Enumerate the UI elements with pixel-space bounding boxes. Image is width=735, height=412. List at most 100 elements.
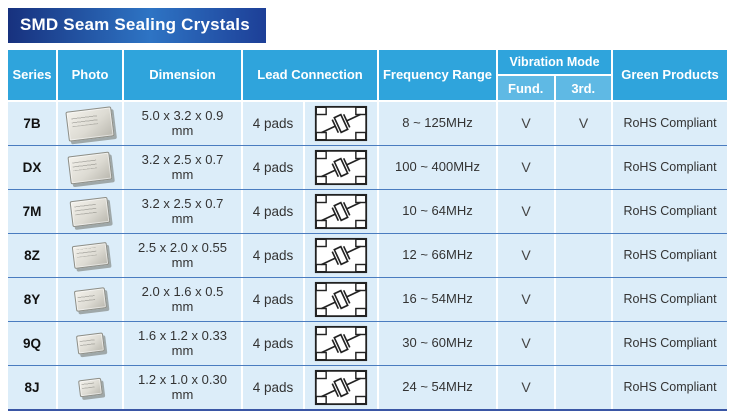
table-header-row: Series Photo Dimension Lead Connection F… xyxy=(8,50,727,100)
header-series: Series xyxy=(8,50,56,100)
dimension-unit: mm xyxy=(171,298,194,314)
crystal-package-photo xyxy=(77,377,103,398)
header-lead-connection: Lead Connection xyxy=(243,50,377,100)
series-cell: 8J xyxy=(8,366,56,409)
header-vibration-mode: Vibration Mode xyxy=(498,50,611,74)
lead-diagram-cell xyxy=(305,190,377,233)
photo-cell xyxy=(58,146,122,189)
frequency-range-cell: 16 ~ 54MHz xyxy=(379,278,496,321)
lead-connection-cell: 4 pads xyxy=(243,102,303,145)
green-products-cell: RoHS Compliant xyxy=(613,366,727,409)
crystal-circuit-icon xyxy=(314,325,368,362)
vibration-fund-cell: V xyxy=(498,146,554,189)
dimension-size: 3.2 x 2.5 x 0.7 xyxy=(141,195,224,211)
dimension-unit: mm xyxy=(171,342,194,358)
frequency-range-cell: 30 ~ 60MHz xyxy=(379,322,496,365)
photo-cell xyxy=(58,190,122,233)
vibration-fund-cell: V xyxy=(498,102,554,145)
series-cell: 7M xyxy=(8,190,56,233)
series-cell: 8Z xyxy=(8,234,56,277)
crystal-package-photo xyxy=(73,287,107,312)
crystal-package-photo xyxy=(75,332,105,355)
lead-diagram-cell xyxy=(305,366,377,409)
table-row: 8J 1.2 x 1.0 x 0.30 mm 4 pads xyxy=(8,366,727,411)
vibration-fund-cell: V xyxy=(498,278,554,321)
crystal-package-photo xyxy=(67,151,113,184)
dimension-cell: 2.0 x 1.6 x 0.5 mm xyxy=(124,278,241,321)
lead-diagram-cell xyxy=(305,234,377,277)
dimension-cell: 2.5 x 2.0 x 0.55 mm xyxy=(124,234,241,277)
dimension-cell: 3.2 x 2.5 x 0.7 mm xyxy=(124,146,241,189)
frequency-range-cell: 12 ~ 66MHz xyxy=(379,234,496,277)
crystal-package-photo xyxy=(69,196,111,227)
photo-cell xyxy=(58,278,122,321)
crystal-circuit-icon xyxy=(314,281,368,318)
table-row: 7B 5.0 x 3.2 x 0.9 mm 4 pads xyxy=(8,102,727,146)
lead-connection-cell: 4 pads xyxy=(243,322,303,365)
green-products-cell: RoHS Compliant xyxy=(613,102,727,145)
vibration-3rd-cell xyxy=(556,278,611,321)
series-cell: 7B xyxy=(8,102,56,145)
green-products-cell: RoHS Compliant xyxy=(613,190,727,233)
vibration-fund-cell: V xyxy=(498,190,554,233)
vibration-3rd-cell xyxy=(556,234,611,277)
crystal-circuit-icon xyxy=(314,105,368,142)
green-products-cell: RoHS Compliant xyxy=(613,146,727,189)
series-cell: 9Q xyxy=(8,322,56,365)
dimension-unit: mm xyxy=(171,254,194,270)
table-row: 8Z 2.5 x 2.0 x 0.55 mm 4 pads xyxy=(8,234,727,278)
dimension-size: 5.0 x 3.2 x 0.9 xyxy=(141,107,224,123)
photo-cell xyxy=(58,234,122,277)
lead-connection-cell: 4 pads xyxy=(243,190,303,233)
crystal-circuit-icon xyxy=(314,149,368,186)
dimension-unit: mm xyxy=(171,386,194,402)
dimension-cell: 5.0 x 3.2 x 0.9 mm xyxy=(124,102,241,145)
dimension-size: 2.5 x 2.0 x 0.55 xyxy=(138,239,227,255)
dimension-cell: 1.6 x 1.2 x 0.33 mm xyxy=(124,322,241,365)
table-row: 8Y 2.0 x 1.6 x 0.5 mm 4 pads xyxy=(8,278,727,322)
dimension-size: 1.6 x 1.2 x 0.33 xyxy=(138,327,227,343)
lead-diagram-cell xyxy=(305,322,377,365)
crystal-circuit-icon xyxy=(314,237,368,274)
lead-connection-cell: 4 pads xyxy=(243,146,303,189)
header-dimension: Dimension xyxy=(124,50,241,100)
green-products-cell: RoHS Compliant xyxy=(613,278,727,321)
vibration-fund-cell: V xyxy=(498,234,554,277)
vibration-3rd-cell xyxy=(556,146,611,189)
header-vibration-fund: Fund. xyxy=(498,76,554,100)
crystals-spec-table: Series Photo Dimension Lead Connection F… xyxy=(8,50,727,411)
vibration-3rd-cell xyxy=(556,366,611,409)
dimension-cell: 1.2 x 1.0 x 0.30 mm xyxy=(124,366,241,409)
vibration-3rd-cell xyxy=(556,190,611,233)
dimension-size: 3.2 x 2.5 x 0.7 xyxy=(141,151,224,167)
header-vibration-3rd: 3rd. xyxy=(555,76,611,100)
frequency-range-cell: 24 ~ 54MHz xyxy=(379,366,496,409)
dimension-unit: mm xyxy=(171,166,194,182)
dimension-unit: mm xyxy=(171,210,194,226)
series-cell: 8Y xyxy=(8,278,56,321)
vibration-3rd-cell: V xyxy=(556,102,611,145)
frequency-range-cell: 8 ~ 125MHz xyxy=(379,102,496,145)
photo-cell xyxy=(58,322,122,365)
green-products-cell: RoHS Compliant xyxy=(613,322,727,365)
header-green-products: Green Products xyxy=(613,50,727,100)
lead-connection-cell: 4 pads xyxy=(243,278,303,321)
dimension-unit: mm xyxy=(171,122,194,138)
lead-diagram-cell xyxy=(305,278,377,321)
vibration-fund-cell: V xyxy=(498,322,554,365)
header-photo: Photo xyxy=(58,50,122,100)
page-title: SMD Seam Sealing Crystals xyxy=(20,15,250,34)
table-row: 7M 3.2 x 2.5 x 0.7 mm 4 pads xyxy=(8,190,727,234)
header-frequency-range: Frequency Range xyxy=(379,50,496,100)
series-cell: DX xyxy=(8,146,56,189)
lead-connection-cell: 4 pads xyxy=(243,366,303,409)
table-row: DX 3.2 x 2.5 x 0.7 mm 4 pads xyxy=(8,146,727,190)
lead-diagram-cell xyxy=(305,102,377,145)
lead-diagram-cell xyxy=(305,146,377,189)
header-vibration-mode-group: Vibration Mode Fund. 3rd. xyxy=(498,50,611,100)
section-title-banner: SMD Seam Sealing Crystals xyxy=(8,8,266,43)
green-products-cell: RoHS Compliant xyxy=(613,234,727,277)
frequency-range-cell: 10 ~ 64MHz xyxy=(379,190,496,233)
table-row: 9Q 1.6 x 1.2 x 0.33 mm 4 pads xyxy=(8,322,727,366)
dimension-cell: 3.2 x 2.5 x 0.7 mm xyxy=(124,190,241,233)
